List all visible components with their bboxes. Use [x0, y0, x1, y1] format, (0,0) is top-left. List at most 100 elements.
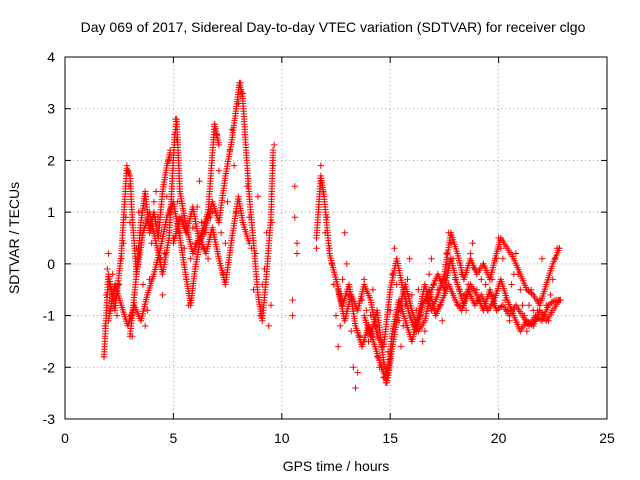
data-point	[491, 302, 498, 309]
data-point	[523, 327, 530, 335]
data-point	[220, 271, 227, 278]
data-point	[337, 322, 344, 330]
data-point	[157, 255, 164, 262]
data-point	[549, 276, 556, 283]
data-point	[187, 255, 194, 262]
data-point	[504, 307, 511, 314]
data-point	[365, 338, 372, 345]
data-point	[200, 245, 207, 252]
data-point	[430, 281, 437, 288]
data-point	[499, 255, 507, 262]
data-point	[250, 286, 257, 293]
data-point	[501, 296, 509, 304]
data-point	[543, 302, 550, 309]
y-tick-label: 3	[47, 101, 55, 117]
data-point	[126, 219, 134, 226]
data-point	[313, 245, 320, 252]
data-point	[109, 271, 116, 278]
data-point	[176, 229, 184, 236]
data-point	[237, 79, 244, 87]
data-point	[204, 255, 212, 262]
chart-title: Day 069 of 2017, Sidereal Day-to-day VTE…	[81, 19, 586, 35]
data-point	[439, 317, 446, 324]
data-point	[289, 296, 296, 304]
data-point	[106, 281, 113, 288]
data-point	[380, 374, 387, 381]
data-point	[545, 317, 552, 324]
data-point	[198, 219, 205, 226]
data-point	[406, 255, 413, 262]
data-point	[458, 271, 465, 278]
y-tick-label: -3	[43, 411, 56, 427]
axes: 0 5 10 15 20 25 -3 -2 -1 0 1 2 3 4	[43, 49, 615, 446]
data-point	[207, 214, 214, 221]
data-point	[556, 245, 563, 252]
data-point	[129, 333, 136, 340]
data-point	[493, 255, 500, 262]
data-point	[252, 250, 259, 257]
data-point	[432, 307, 439, 314]
data-point	[551, 255, 559, 262]
data-point	[291, 214, 298, 221]
data-point	[139, 281, 147, 288]
data-point	[382, 379, 390, 386]
data-point	[100, 353, 108, 361]
data-point	[263, 229, 270, 236]
data-point	[525, 287, 532, 295]
data-point	[324, 214, 331, 221]
data-point	[108, 286, 115, 293]
data-point	[181, 245, 188, 252]
data-point	[142, 322, 149, 330]
data-point	[172, 115, 179, 123]
data-point	[465, 281, 472, 288]
data-point	[404, 276, 411, 283]
data-point	[350, 364, 357, 371]
data-point	[449, 255, 457, 262]
data-point	[241, 131, 249, 138]
data-point	[148, 240, 155, 247]
data-point	[228, 126, 236, 133]
data-point	[402, 302, 409, 309]
data-point	[133, 245, 140, 252]
data-point	[471, 265, 478, 273]
data-point	[341, 229, 348, 236]
data-point	[235, 100, 242, 107]
plot-frame	[64, 56, 608, 420]
data-point	[482, 281, 489, 288]
data-point	[460, 291, 468, 299]
data-point	[415, 286, 422, 293]
data-point	[124, 167, 132, 174]
data-point	[213, 131, 220, 138]
data-point	[173, 136, 180, 143]
data-point	[514, 271, 522, 278]
data-point	[261, 265, 268, 273]
y-tick-label: 1	[47, 204, 55, 220]
data-point	[397, 343, 405, 350]
data-point	[421, 327, 429, 335]
data-point	[326, 245, 333, 252]
data-point	[469, 240, 476, 247]
data-point	[107, 307, 114, 314]
data-point	[484, 307, 491, 314]
x-tick-label: 20	[491, 430, 507, 446]
data-point	[233, 208, 240, 216]
data-point	[434, 286, 442, 293]
data-point	[116, 281, 123, 288]
data-point	[319, 188, 327, 195]
data-point	[239, 90, 246, 97]
data-point	[512, 250, 520, 257]
data-point	[189, 224, 197, 231]
data-point	[243, 183, 251, 190]
data-point	[536, 296, 543, 304]
x-tick-label: 5	[170, 430, 178, 446]
data-point	[269, 146, 277, 154]
data-point	[322, 229, 329, 236]
data-point	[428, 255, 435, 262]
y-axis-label: SDTVAR / TECUs	[6, 182, 22, 294]
data-point	[528, 290, 535, 297]
grid	[65, 57, 607, 419]
data-point	[267, 302, 275, 309]
data-point	[269, 162, 277, 169]
data-point	[271, 141, 278, 149]
